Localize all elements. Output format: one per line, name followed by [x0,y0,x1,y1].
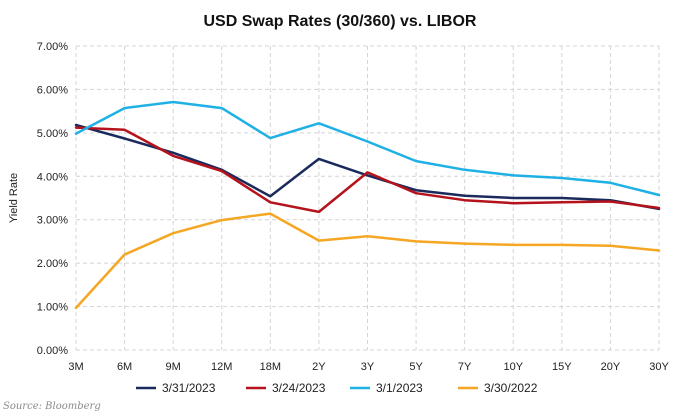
series-line-3-24-2023 [74,126,661,214]
y-tick-label: 4.00% [37,171,68,183]
series-line-3-31-2023 [74,123,661,211]
y-tick-label: 7.00% [37,41,68,53]
series-lines [74,100,661,310]
x-tick-labels: 3M 6M 9M 12M 18M 2Y 3Y 5Y 7Y 10Y 15Y 20Y 30Y [68,361,669,373]
y-tick-label: 3.00% [37,215,68,227]
x-tick-label: 18M [260,361,281,373]
x-tick-label: 6M [117,361,132,373]
x-tick-label: 30Y [649,361,669,373]
x-tick-label: 20Y [601,361,621,373]
source-note: Source: Bloomberg [3,401,101,412]
legend-label-3-24-2023: 3/24/2023 [272,381,326,395]
y-tick-label: 0.00% [37,345,68,357]
y-tick-label: 6.00% [37,84,68,96]
x-tick-label: 10Y [503,361,523,373]
y-axis-label: Yield Rate [8,173,20,223]
legend-label-3-1-2023: 3/1/2023 [376,381,423,395]
legend-label-3-31-2023: 3/31/2023 [162,381,216,395]
x-tick-label: 9M [166,361,181,373]
y-tick-labels: 0.00% 1.00% 2.00% 3.00% 4.00% 5.00% 6.00% 7.00% [37,41,68,357]
x-tick-label: 3Y [361,361,375,373]
x-tick-label: 3M [68,361,83,373]
x-tick-label: 5Y [409,361,423,373]
legend: 3/31/2023 3/24/2023 3/1/2023 3/30/2022 [136,381,538,395]
y-tick-label: 1.00% [37,302,68,314]
chart-title: USD Swap Rates (30/360) vs. LIBOR [204,13,477,30]
legend-label-3-30-2022: 3/30/2022 [484,381,538,395]
x-tick-label: 7Y [458,361,472,373]
series-line-3-1-2023 [74,100,661,197]
y-tick-label: 2.00% [37,258,68,270]
x-tick-label: 2Y [312,361,326,373]
x-tick-label: 12M [211,361,232,373]
grid-lines [75,45,660,351]
y-tick-label: 5.00% [37,128,68,140]
x-tick-label: 15Y [552,361,572,373]
series-line-3-30-2022 [74,212,661,310]
